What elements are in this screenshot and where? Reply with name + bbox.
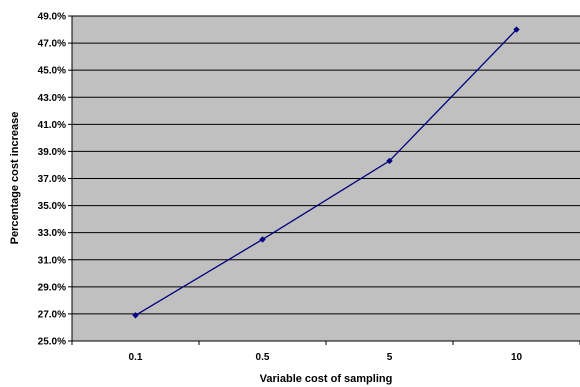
x-tick-label-0: 0.1 [129, 352, 143, 363]
y-tick-label-7: 39.0% [38, 147, 66, 158]
y-tick-label-12: 49.0% [38, 12, 66, 23]
y-tick-label-11: 47.0% [38, 39, 66, 50]
y-axis-title: Percentage cost increase [9, 112, 21, 245]
y-tick-label-10: 45.0% [38, 66, 66, 77]
data-point-1 [259, 236, 266, 243]
y-tick-label-3: 31.0% [38, 255, 66, 266]
gridlines [72, 15, 580, 315]
x-tick-labels: 0.1 0.5 5 10 [71, 341, 580, 363]
x-tick-label-3: 10 [511, 352, 523, 363]
y-tick-label-5: 35.0% [38, 201, 66, 212]
y-tick-labels: 25.0% 27.0% 29.0% 31.0% 33.0% 35.0% 37.0% 39.0%… [38, 12, 72, 348]
data-point-3 [513, 26, 520, 33]
x-axis-title: Variable cost of sampling [260, 373, 393, 385]
series-line-0 [135, 29, 517, 316]
data-point-2 [386, 157, 393, 165]
y-tick-label-4: 33.0% [38, 228, 66, 239]
x-tick-label-2: 5 [387, 352, 393, 363]
y-tick-label-1: 27.0% [38, 309, 66, 320]
series [132, 26, 520, 319]
x-tick-label-1: 0.5 [256, 352, 270, 363]
y-tick-label-9: 43.0% [38, 93, 66, 104]
data-point-0 [132, 312, 139, 319]
y-tick-label-2: 29.0% [38, 282, 66, 293]
y-tick-label-8: 41.0% [38, 120, 66, 131]
y-tick-label-6: 37.0% [38, 174, 66, 185]
y-tick-label-0: 25.0% [38, 337, 66, 348]
